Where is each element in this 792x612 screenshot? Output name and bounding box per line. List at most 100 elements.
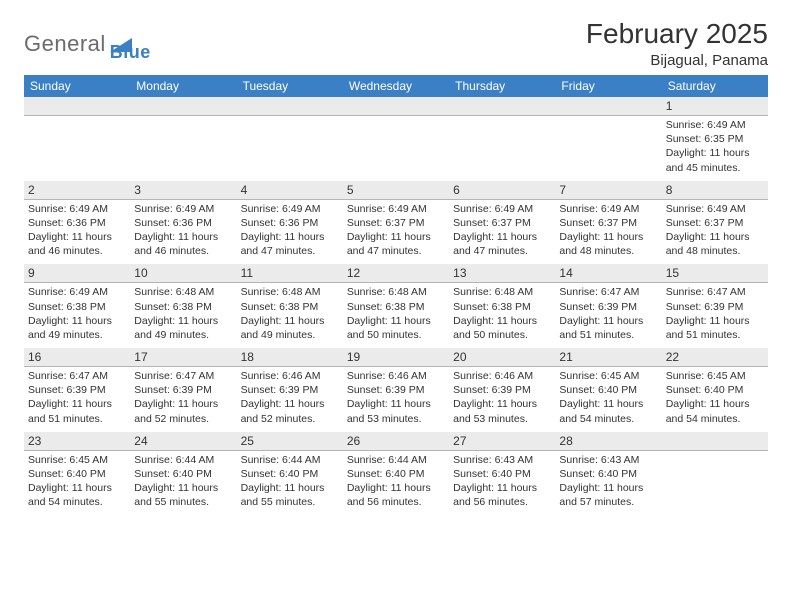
daynum-row: 1 — [24, 97, 768, 116]
sunrise-text: Sunrise: 6:46 AM — [241, 369, 339, 383]
daynum-row: 9101112131415 — [24, 264, 768, 283]
day-number: 27 — [449, 432, 555, 451]
daylight-text: Daylight: 11 hours and 55 minutes. — [241, 481, 339, 509]
day-detail: Sunrise: 6:49 AMSunset: 6:38 PMDaylight:… — [24, 283, 130, 348]
day-detail: Sunrise: 6:43 AMSunset: 6:40 PMDaylight:… — [449, 451, 555, 516]
daylight-text: Daylight: 11 hours and 50 minutes. — [347, 314, 445, 342]
sunset-text: Sunset: 6:39 PM — [347, 383, 445, 397]
day-detail: Sunrise: 6:47 AMSunset: 6:39 PMDaylight:… — [662, 283, 768, 348]
day-number: 14 — [555, 264, 661, 283]
daylight-text: Daylight: 11 hours and 53 minutes. — [347, 397, 445, 425]
sunrise-text: Sunrise: 6:43 AM — [559, 453, 657, 467]
sunrise-text: Sunrise: 6:44 AM — [347, 453, 445, 467]
daylight-text: Daylight: 11 hours and 46 minutes. — [134, 230, 232, 258]
day-number: 3 — [130, 181, 236, 200]
daylight-text: Daylight: 11 hours and 49 minutes. — [28, 314, 126, 342]
daynum-row: 232425262728 — [24, 432, 768, 451]
weekday-sat: Saturday — [662, 75, 768, 97]
day-number: 11 — [237, 264, 343, 283]
day-detail: Sunrise: 6:49 AMSunset: 6:37 PMDaylight:… — [555, 200, 661, 265]
sunrise-text: Sunrise: 6:48 AM — [241, 285, 339, 299]
daylight-text: Daylight: 11 hours and 47 minutes. — [347, 230, 445, 258]
sunrise-text: Sunrise: 6:49 AM — [666, 202, 764, 216]
sunset-text: Sunset: 6:39 PM — [241, 383, 339, 397]
sunrise-text: Sunrise: 6:47 AM — [134, 369, 232, 383]
sunrise-text: Sunrise: 6:49 AM — [666, 118, 764, 132]
sunrise-text: Sunrise: 6:45 AM — [666, 369, 764, 383]
day-number: 6 — [449, 181, 555, 200]
sunset-text: Sunset: 6:40 PM — [28, 467, 126, 481]
daylight-text: Daylight: 11 hours and 56 minutes. — [453, 481, 551, 509]
day-number: 28 — [555, 432, 661, 451]
day-detail — [449, 116, 555, 181]
calendar-page: General Blue February 2025 Bijagual, Pan… — [0, 0, 792, 525]
weekday-fri: Friday — [555, 75, 661, 97]
sunset-text: Sunset: 6:36 PM — [28, 216, 126, 230]
sunrise-text: Sunrise: 6:44 AM — [134, 453, 232, 467]
day-number — [449, 97, 555, 116]
day-number: 9 — [24, 264, 130, 283]
daylight-text: Daylight: 11 hours and 45 minutes. — [666, 146, 764, 174]
daylight-text: Daylight: 11 hours and 54 minutes. — [28, 481, 126, 509]
sunset-text: Sunset: 6:39 PM — [559, 300, 657, 314]
sunset-text: Sunset: 6:39 PM — [453, 383, 551, 397]
day-number: 18 — [237, 348, 343, 367]
sunset-text: Sunset: 6:40 PM — [134, 467, 232, 481]
day-number: 17 — [130, 348, 236, 367]
day-detail: Sunrise: 6:46 AMSunset: 6:39 PMDaylight:… — [343, 367, 449, 432]
sunset-text: Sunset: 6:37 PM — [559, 216, 657, 230]
daylight-text: Daylight: 11 hours and 52 minutes. — [134, 397, 232, 425]
logo-text-1: General — [24, 31, 106, 57]
day-detail — [130, 116, 236, 181]
sunset-text: Sunset: 6:39 PM — [28, 383, 126, 397]
day-number: 19 — [343, 348, 449, 367]
sunset-text: Sunset: 6:38 PM — [241, 300, 339, 314]
sunrise-text: Sunrise: 6:49 AM — [453, 202, 551, 216]
day-detail: Sunrise: 6:44 AMSunset: 6:40 PMDaylight:… — [130, 451, 236, 516]
day-detail: Sunrise: 6:49 AMSunset: 6:37 PMDaylight:… — [449, 200, 555, 265]
sunset-text: Sunset: 6:40 PM — [559, 467, 657, 481]
day-number: 25 — [237, 432, 343, 451]
daylight-text: Daylight: 11 hours and 54 minutes. — [559, 397, 657, 425]
daylight-text: Daylight: 11 hours and 49 minutes. — [241, 314, 339, 342]
day-number: 23 — [24, 432, 130, 451]
day-detail — [662, 451, 768, 516]
day-number: 16 — [24, 348, 130, 367]
sunset-text: Sunset: 6:38 PM — [28, 300, 126, 314]
day-detail: Sunrise: 6:46 AMSunset: 6:39 PMDaylight:… — [449, 367, 555, 432]
sunset-text: Sunset: 6:40 PM — [347, 467, 445, 481]
sunrise-text: Sunrise: 6:48 AM — [134, 285, 232, 299]
sunrise-text: Sunrise: 6:49 AM — [241, 202, 339, 216]
topbar: General Blue February 2025 Bijagual, Pan… — [24, 18, 768, 69]
sunset-text: Sunset: 6:40 PM — [241, 467, 339, 481]
daylight-text: Daylight: 11 hours and 48 minutes. — [666, 230, 764, 258]
day-number: 5 — [343, 181, 449, 200]
day-detail: Sunrise: 6:49 AMSunset: 6:36 PMDaylight:… — [237, 200, 343, 265]
calendar-body: 1Sunrise: 6:49 AMSunset: 6:35 PMDaylight… — [24, 97, 768, 515]
detail-row: Sunrise: 6:49 AMSunset: 6:36 PMDaylight:… — [24, 200, 768, 265]
logo-text-2: Blue — [110, 42, 151, 63]
day-number: 2 — [24, 181, 130, 200]
sunrise-text: Sunrise: 6:49 AM — [559, 202, 657, 216]
day-detail: Sunrise: 6:49 AMSunset: 6:37 PMDaylight:… — [662, 200, 768, 265]
sunset-text: Sunset: 6:38 PM — [347, 300, 445, 314]
sunrise-text: Sunrise: 6:47 AM — [666, 285, 764, 299]
day-detail: Sunrise: 6:49 AMSunset: 6:37 PMDaylight:… — [343, 200, 449, 265]
sunset-text: Sunset: 6:36 PM — [241, 216, 339, 230]
sunset-text: Sunset: 6:39 PM — [134, 383, 232, 397]
detail-row: Sunrise: 6:47 AMSunset: 6:39 PMDaylight:… — [24, 367, 768, 432]
daylight-text: Daylight: 11 hours and 48 minutes. — [559, 230, 657, 258]
sunset-text: Sunset: 6:36 PM — [134, 216, 232, 230]
daylight-text: Daylight: 11 hours and 54 minutes. — [666, 397, 764, 425]
sunrise-text: Sunrise: 6:46 AM — [453, 369, 551, 383]
day-number: 22 — [662, 348, 768, 367]
day-detail: Sunrise: 6:48 AMSunset: 6:38 PMDaylight:… — [130, 283, 236, 348]
day-detail — [555, 116, 661, 181]
sunrise-text: Sunrise: 6:43 AM — [453, 453, 551, 467]
day-detail: Sunrise: 6:43 AMSunset: 6:40 PMDaylight:… — [555, 451, 661, 516]
sunrise-text: Sunrise: 6:49 AM — [134, 202, 232, 216]
day-detail: Sunrise: 6:47 AMSunset: 6:39 PMDaylight:… — [130, 367, 236, 432]
sunset-text: Sunset: 6:39 PM — [666, 300, 764, 314]
sunset-text: Sunset: 6:38 PM — [134, 300, 232, 314]
sunrise-text: Sunrise: 6:45 AM — [28, 453, 126, 467]
